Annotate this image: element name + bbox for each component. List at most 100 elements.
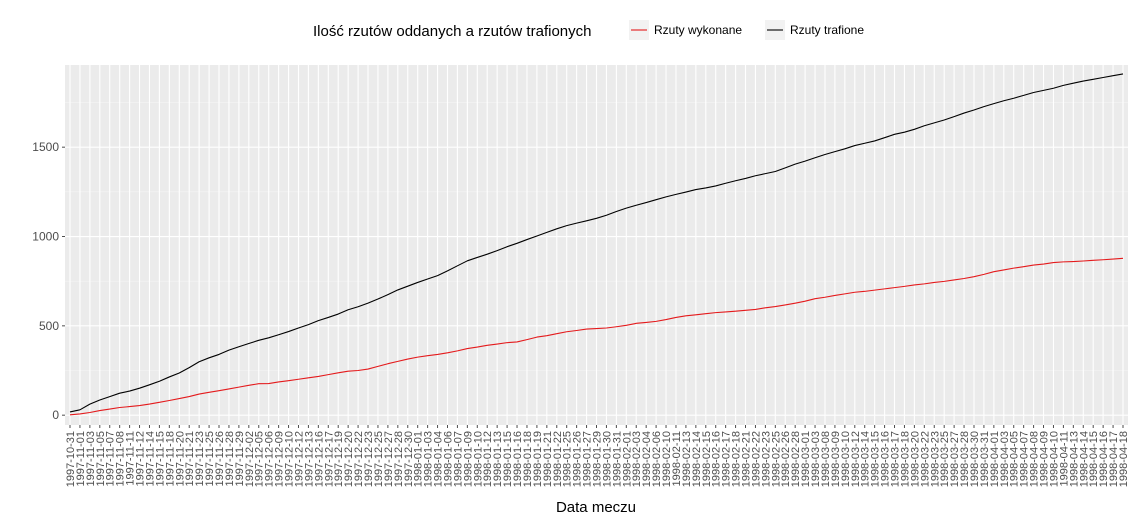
x-tick-label: 1997-11-26 <box>214 431 226 486</box>
x-tick-label: 1998-01-18 <box>522 431 534 487</box>
x-tick-label: 1997-11-11 <box>125 431 137 486</box>
x-tick-label: 1998-01-04 <box>433 431 445 487</box>
x-tick-label: 1997-12-17 <box>323 431 335 487</box>
x-tick-label: 1998-03-23 <box>929 431 941 487</box>
x-tick-label: 1997-11-18 <box>164 431 176 486</box>
x-tick-label: 1997-12-16 <box>313 431 325 487</box>
x-tick-label: 1998-04-14 <box>1078 431 1090 487</box>
x-tick-label: 1998-04-07 <box>1019 431 1031 487</box>
x-tick-label: 1998-02-11 <box>671 431 683 486</box>
x-tick-label: 1997-11-25 <box>204 431 216 486</box>
x-tick-label: 1998-02-17 <box>721 431 733 487</box>
x-tick-label: 1998-01-07 <box>452 431 464 487</box>
x-tick-label: 1997-11-07 <box>105 431 117 486</box>
x-tick-label: 1997-12-25 <box>373 431 385 487</box>
legend-title: Ilość rzutów oddanych a rzutów trafionyc… <box>313 23 591 40</box>
x-tick-label: 1997-12-22 <box>353 431 365 487</box>
x-tick-label: 1998-03-20 <box>909 431 921 487</box>
x-tick-label: 1997-12-27 <box>383 431 395 487</box>
x-tick-label: 1997-11-29 <box>234 431 246 486</box>
legend-label: Rzuty wykonane <box>654 23 742 37</box>
x-tick-label: 1997-11-01 <box>75 431 87 486</box>
x-tick-label: 1998-02-25 <box>770 431 782 487</box>
x-tick-label: 1998-03-18 <box>899 431 911 487</box>
x-tick-label: 1998-02-21 <box>741 431 753 487</box>
x-tick-label: 1998-04-05 <box>1009 431 1021 487</box>
x-axis-title: Data meczu <box>556 499 636 516</box>
x-tick-label: 1997-12-05 <box>254 431 266 487</box>
x-tick-label: 1997-12-13 <box>303 431 315 487</box>
legend: Ilość rzutów oddanych a rzutów trafionyc… <box>313 20 864 40</box>
x-tick-label: 1998-02-04 <box>641 431 653 487</box>
x-tick-label: 1998-02-10 <box>661 431 673 487</box>
x-tick-label: 1998-04-13 <box>1068 431 1080 487</box>
x-tick-label: 1998-02-26 <box>780 431 792 487</box>
x-tick-label: 1998-02-23 <box>760 431 772 487</box>
x-tick-label: 1997-11-14 <box>144 431 156 486</box>
x-tick-label: 1998-03-31 <box>979 431 991 487</box>
x-tick-label: 1998-02-14 <box>691 431 703 487</box>
y-tick-label: 500 <box>39 319 59 333</box>
x-tick-label: 1998-03-16 <box>880 431 892 487</box>
x-tick-label: 1998-03-25 <box>939 431 951 487</box>
x-tick-label: 1998-01-13 <box>492 431 504 487</box>
x-tick-label: 1998-03-03 <box>810 431 822 487</box>
x-tick-label: 1998-04-11 <box>1058 431 1070 486</box>
x-tick-label: 1998-03-28 <box>959 431 971 487</box>
x-tick-label: 1998-01-10 <box>472 431 484 487</box>
x-tick-label: 1998-04-18 <box>1118 431 1130 487</box>
x-tick-label: 1997-11-28 <box>224 431 236 486</box>
x-tick-label: 1997-12-10 <box>284 431 296 487</box>
x-tick-label: 1997-12-30 <box>403 431 415 487</box>
x-tick-label: 1997-11-23 <box>194 431 206 486</box>
x-tick-label: 1997-12-12 <box>293 431 305 487</box>
x-tick-label: 1998-03-17 <box>890 431 902 487</box>
x-tick-label: 1998-01-30 <box>601 431 613 487</box>
x-tick-label: 1998-02-15 <box>701 431 713 487</box>
x-tick-label: 1997-12-23 <box>363 431 375 487</box>
x-tick-label: 1997-11-05 <box>95 431 107 486</box>
x-tick-label: 1997-12-06 <box>264 431 276 487</box>
legend-label: Rzuty trafione <box>790 23 864 37</box>
x-tick-label: 1998-01-03 <box>423 431 435 487</box>
x-tick-label: 1998-01-21 <box>542 431 554 487</box>
x-tick-label: 1998-02-16 <box>711 431 723 487</box>
x-tick-label: 1998-01-16 <box>512 431 524 487</box>
series-line-rzuty-trafione <box>69 73 1124 413</box>
x-tick-label: 1998-03-14 <box>860 431 872 487</box>
x-tick-label: 1997-11-15 <box>154 431 166 486</box>
x-tick-label: 1998-03-15 <box>870 431 882 487</box>
x-tick-label: 1998-02-18 <box>731 431 743 487</box>
x-tick-label: 1998-03-30 <box>969 431 981 487</box>
x-tick-label: 1998-04-08 <box>1029 431 1041 487</box>
x-tick-label: 1997-12-09 <box>274 431 286 487</box>
x-tick-label: 1998-01-09 <box>462 431 474 487</box>
x-tick-label: 1997-12-02 <box>244 431 256 487</box>
x-tick-label: 1997-11-21 <box>184 431 196 486</box>
x-tick-label: 1998-04-09 <box>1039 431 1051 487</box>
x-tick-label: 1998-02-03 <box>631 431 643 487</box>
y-tick-label: 1000 <box>32 230 59 244</box>
x-tick-label: 1998-01-01 <box>413 431 425 487</box>
x-tick-label: 1998-02-13 <box>681 431 693 487</box>
x-tick-label: 1998-01-25 <box>562 431 574 487</box>
y-tick-label: 1500 <box>32 140 59 154</box>
x-tick-label: 1998-03-10 <box>840 431 852 487</box>
x-tick-label: 1998-01-06 <box>442 431 454 487</box>
x-tick-label: 1998-01-12 <box>482 431 494 487</box>
x-tick-label: 1998-02-01 <box>621 431 633 487</box>
x-tick-label: 1997-11-08 <box>115 431 127 486</box>
x-tick-label: 1998-01-22 <box>552 431 564 487</box>
x-tick-label: 1998-04-16 <box>1098 431 1110 487</box>
x-tick-label: 1998-03-01 <box>800 431 812 487</box>
x-tick-label: 1998-01-26 <box>572 431 584 487</box>
x-tick-label: 1998-03-08 <box>820 431 832 487</box>
series-line-rzuty-wykonane <box>69 257 1124 416</box>
x-tick-label: 1998-01-19 <box>532 431 544 487</box>
x-tick-label: 1998-02-28 <box>790 431 802 487</box>
x-tick-label: 1998-02-22 <box>750 431 762 487</box>
x-tick-label: 1997-11-20 <box>174 431 186 486</box>
x-tick-label: 1998-01-27 <box>582 431 594 487</box>
x-tick-label: 1998-04-03 <box>999 431 1011 487</box>
